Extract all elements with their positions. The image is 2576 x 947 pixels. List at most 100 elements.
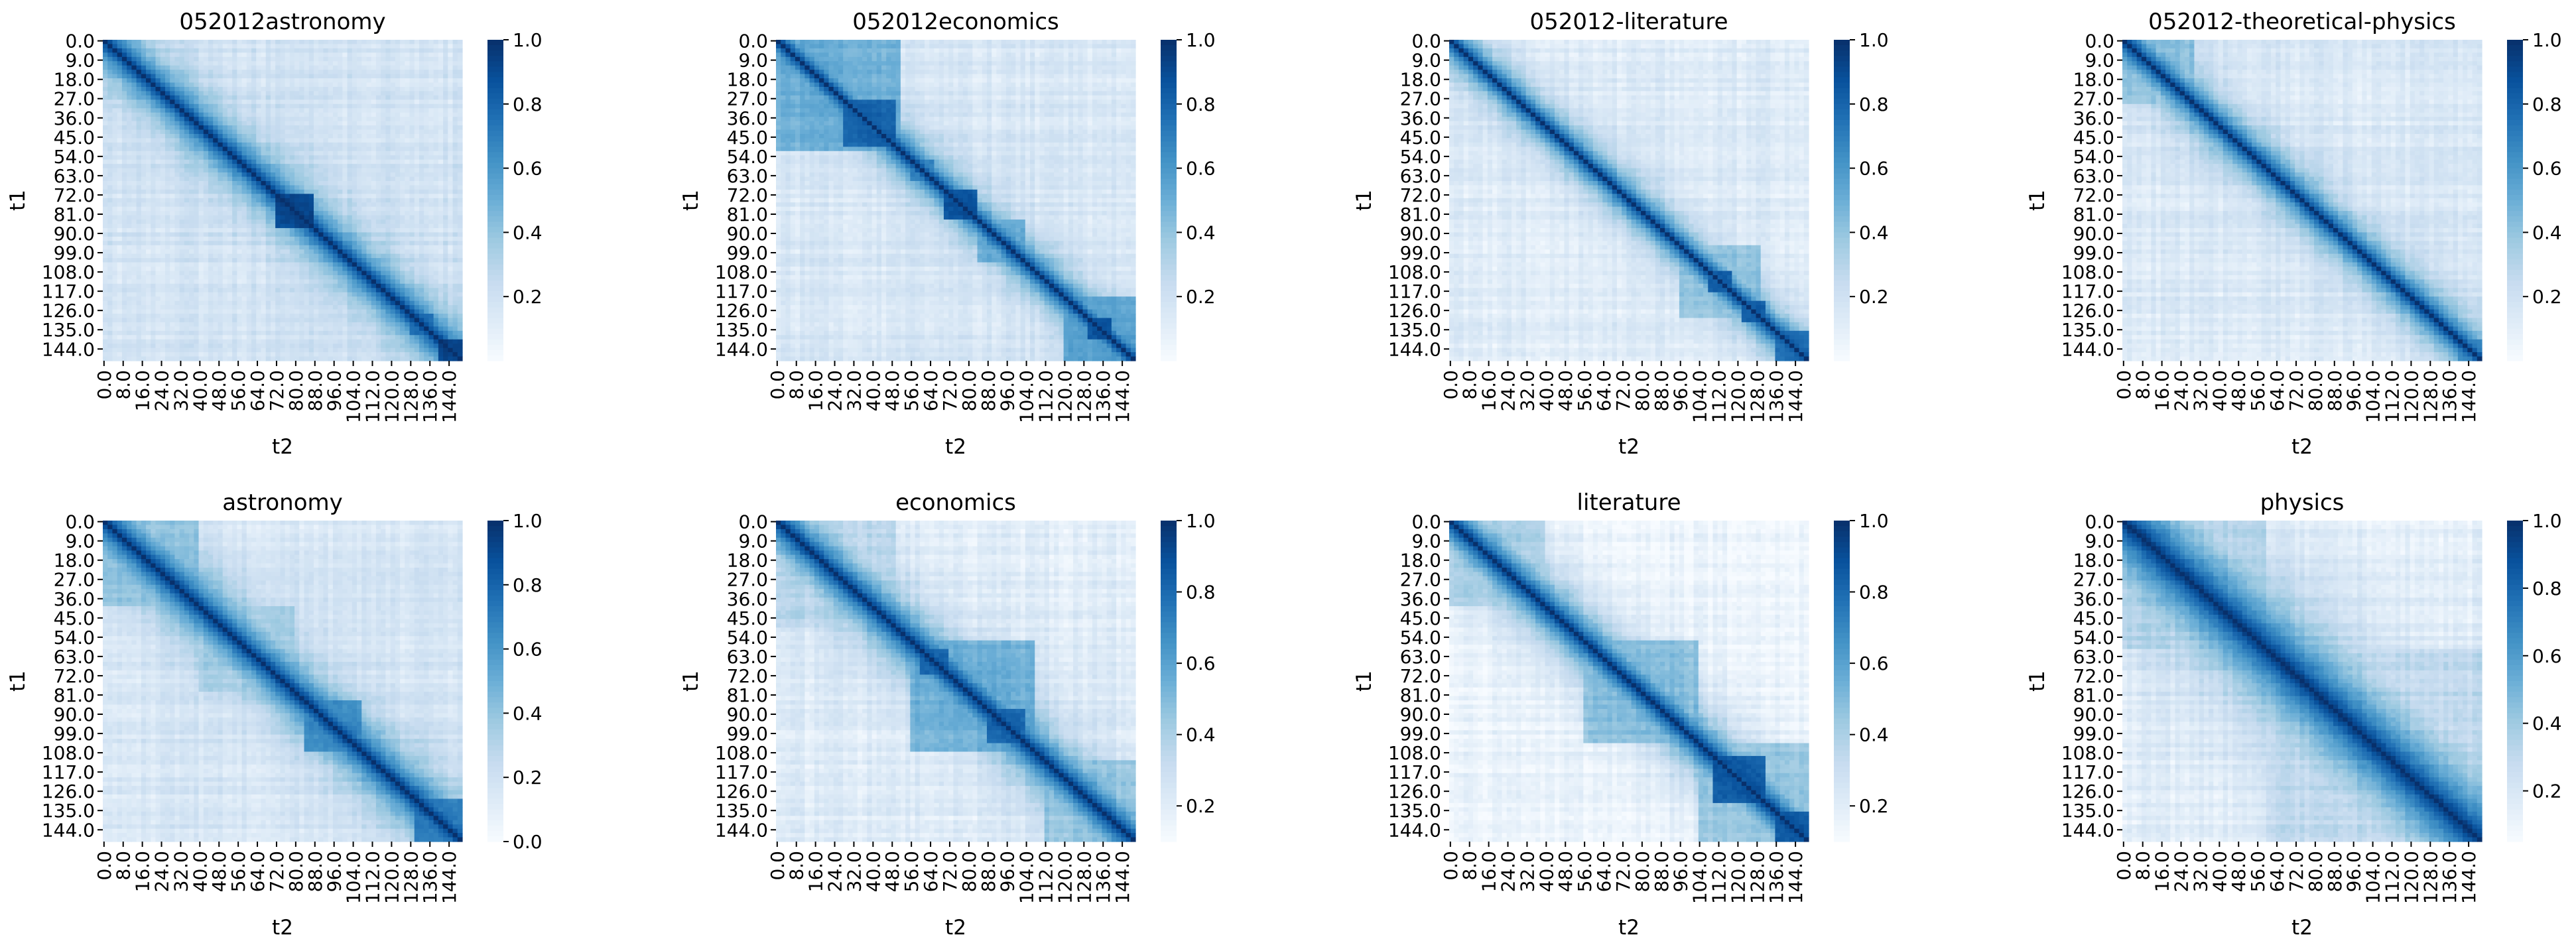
heatmap-cell bbox=[405, 78, 411, 84]
heatmap-cell bbox=[237, 262, 243, 267]
heatmap-cell bbox=[151, 65, 157, 70]
heatmap-cell bbox=[361, 198, 367, 203]
heatmap-cell bbox=[299, 125, 305, 131]
heatmap-cell bbox=[237, 121, 243, 126]
heatmap-cell bbox=[146, 121, 151, 126]
heatmap-cell bbox=[323, 151, 329, 156]
heatmap-cell bbox=[194, 305, 200, 310]
heatmap-cell bbox=[189, 103, 194, 109]
heatmap-cell bbox=[347, 103, 353, 109]
heatmap-cell bbox=[332, 117, 338, 122]
heatmap-cell bbox=[151, 232, 157, 237]
heatmap-cell bbox=[323, 185, 329, 190]
heatmap-cell bbox=[256, 78, 262, 84]
heatmap-cell bbox=[304, 232, 310, 237]
heatmap-cell bbox=[218, 194, 224, 199]
heatmap-cell bbox=[424, 314, 430, 319]
heatmap-cell bbox=[395, 151, 401, 156]
heatmap-cell bbox=[151, 249, 157, 255]
heatmap-cell bbox=[237, 70, 243, 75]
heatmap-cell bbox=[179, 125, 185, 131]
heatmap-cell bbox=[265, 309, 271, 314]
heatmap-cell bbox=[304, 215, 310, 220]
heatmap-cell bbox=[160, 279, 166, 284]
heatmap-cell bbox=[400, 56, 405, 62]
heatmap-cell bbox=[256, 309, 262, 314]
heatmap-cell bbox=[438, 125, 444, 131]
heatmap-cell bbox=[270, 70, 276, 75]
heatmap-cell bbox=[347, 314, 353, 319]
heatmap-cell bbox=[357, 211, 362, 216]
heatmap-cell bbox=[308, 121, 314, 126]
heatmap-cell bbox=[222, 296, 228, 302]
heatmap-cell bbox=[338, 300, 343, 306]
heatmap-cell bbox=[371, 245, 377, 250]
heatmap-cell bbox=[433, 56, 439, 62]
heatmap-cell bbox=[361, 133, 367, 139]
heatmap-cell bbox=[357, 292, 362, 297]
heatmap-cell bbox=[270, 300, 276, 306]
heatmap-cell bbox=[294, 155, 300, 160]
heatmap-cell bbox=[232, 133, 237, 139]
heatmap-cell bbox=[457, 198, 463, 203]
heatmap-cell bbox=[318, 70, 324, 75]
heatmap-cell bbox=[313, 322, 319, 327]
heatmap-cell bbox=[438, 86, 444, 92]
heatmap-cell bbox=[332, 194, 338, 199]
heatmap-cell bbox=[438, 61, 444, 66]
heatmap-cell bbox=[371, 142, 377, 147]
heatmap-cell bbox=[371, 159, 377, 164]
heatmap-cell bbox=[151, 48, 157, 53]
heatmap-cell bbox=[189, 267, 194, 272]
heatmap-cell bbox=[184, 121, 190, 126]
heatmap-cell bbox=[265, 172, 271, 178]
heatmap-cell bbox=[313, 275, 319, 280]
heatmap-cell bbox=[428, 185, 434, 190]
heatmap-cell bbox=[261, 91, 267, 96]
heatmap-cell bbox=[308, 74, 314, 79]
heatmap-cell bbox=[328, 155, 334, 160]
heatmap-cell bbox=[299, 241, 305, 246]
heatmap-cell bbox=[433, 305, 439, 310]
heatmap-cell bbox=[251, 82, 257, 88]
heatmap-cell bbox=[251, 262, 257, 267]
heatmap-cell bbox=[332, 305, 338, 310]
heatmap-cell bbox=[395, 189, 401, 194]
heatmap-cell bbox=[294, 322, 300, 327]
heatmap-cell bbox=[352, 300, 357, 306]
heatmap-cell bbox=[265, 117, 271, 122]
heatmap-cell bbox=[375, 56, 381, 62]
heatmap-cell bbox=[332, 262, 338, 267]
heatmap-cell bbox=[155, 227, 161, 233]
heatmap-cell bbox=[452, 202, 458, 208]
heatmap-cell bbox=[184, 147, 190, 152]
heatmap-cell bbox=[438, 267, 444, 272]
heatmap-cell bbox=[424, 283, 430, 288]
heatmap-cell bbox=[213, 147, 219, 152]
heatmap-cell bbox=[457, 253, 463, 259]
heatmap-cell bbox=[347, 198, 353, 203]
heatmap-cell bbox=[241, 283, 247, 288]
heatmap-cell bbox=[164, 220, 170, 225]
heatmap-cell bbox=[198, 103, 204, 109]
heatmap-cell bbox=[289, 103, 295, 109]
heatmap-cell bbox=[294, 305, 300, 310]
heatmap-cell bbox=[127, 91, 132, 96]
heatmap-cell bbox=[409, 86, 415, 92]
heatmap-cell bbox=[405, 168, 411, 173]
heatmap-cell bbox=[270, 159, 276, 164]
heatmap-cell bbox=[237, 99, 243, 105]
heatmap-cell bbox=[112, 267, 118, 272]
heatmap-cell bbox=[198, 271, 204, 276]
heatmap-cell bbox=[452, 232, 458, 237]
heatmap-cell bbox=[131, 138, 137, 143]
heatmap-cell bbox=[155, 279, 161, 284]
heatmap-cell bbox=[352, 176, 357, 182]
heatmap-cell bbox=[338, 202, 343, 208]
heatmap-cell bbox=[352, 78, 357, 84]
heatmap-cell bbox=[112, 168, 118, 173]
heatmap-cell bbox=[198, 314, 204, 319]
heatmap-cell bbox=[448, 271, 454, 276]
heatmap-cell bbox=[160, 314, 166, 319]
heatmap-cell bbox=[218, 142, 224, 147]
